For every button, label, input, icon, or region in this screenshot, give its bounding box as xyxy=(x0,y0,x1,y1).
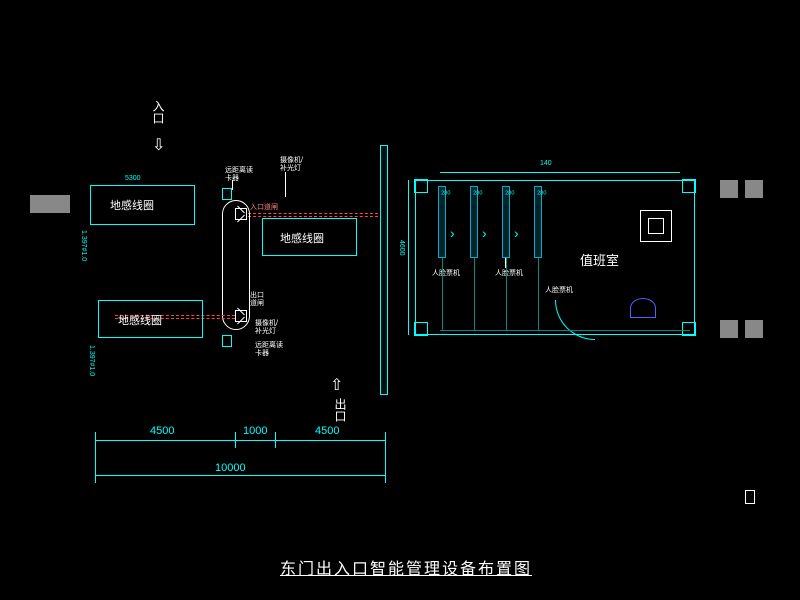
sensor-loop-2-label: 地感线圈 xyxy=(280,230,324,246)
device-reader-bot xyxy=(222,335,232,347)
dim-total: 10000 xyxy=(215,462,246,474)
block-right-top-2 xyxy=(745,180,763,198)
barrier-arm-top-2 xyxy=(248,216,378,217)
wall-divider xyxy=(380,145,388,395)
barrier-arm-top xyxy=(248,213,378,214)
block-right-bot-1 xyxy=(720,320,738,338)
room-label: 值班室 xyxy=(580,250,619,269)
dim-tick-1 xyxy=(95,432,96,448)
turnstile-1 xyxy=(438,186,446,258)
wire-v4 xyxy=(538,258,539,330)
wire-v2 xyxy=(474,258,475,330)
corner-bl xyxy=(414,322,428,336)
face-c-label: 人脸票机 xyxy=(545,285,573,295)
dim-coil-h2: 1.397#1.0 xyxy=(88,345,95,376)
in-barrier-label: 入口道闸 xyxy=(250,202,278,212)
dim-mid: 1000 xyxy=(243,425,267,437)
wire-v1 xyxy=(442,258,443,330)
entry-arrow-icon: ⇩ xyxy=(152,135,165,155)
chair-icon xyxy=(630,298,656,318)
dim-coil-w: 5300 xyxy=(125,175,141,182)
face-b-label: 人脸票机 xyxy=(495,268,523,278)
face-a-label: 人脸票机 xyxy=(432,268,460,278)
turn-arrow-3: › xyxy=(514,225,519,241)
sensor-loop-3-label: 地感线圈 xyxy=(118,312,162,328)
turnstile-2 xyxy=(470,186,478,258)
room-dim-h: 4600 xyxy=(398,240,405,256)
dim-s1: 280 xyxy=(441,191,450,197)
dim-tick-t1 xyxy=(95,448,96,483)
turn-arrow-2: › xyxy=(482,225,487,241)
room-dim-w-line xyxy=(440,172,680,173)
room-dim-w: 140 xyxy=(540,160,552,167)
out-barrier-label-2: 道闸 xyxy=(250,298,264,308)
wire-h xyxy=(440,330,690,331)
dim-s2: 280 xyxy=(473,191,482,197)
block-right-top-1 xyxy=(720,180,738,198)
reader-label-2b: 卡器 xyxy=(255,348,269,358)
turnstile-3 xyxy=(502,186,510,258)
dim-tick-2 xyxy=(235,432,236,448)
dim-right: 4500 xyxy=(315,425,339,437)
turnstile-4 xyxy=(534,186,542,258)
wire-v3 xyxy=(506,258,507,330)
dim-left: 4500 xyxy=(150,425,174,437)
block-left-1 xyxy=(30,195,70,213)
dim-tick-t2 xyxy=(385,448,386,483)
block-right-bot-2 xyxy=(745,320,763,338)
turn-arrow-1: › xyxy=(450,225,455,241)
camera-label-1b: 补光灯 xyxy=(280,163,301,173)
entry-label: 入口 xyxy=(150,100,167,124)
exit-arrow-icon: ⇧ xyxy=(330,375,343,395)
corner-tr xyxy=(682,179,696,193)
desk-inner xyxy=(648,218,664,234)
device-reader-top xyxy=(222,188,232,200)
corner-tl xyxy=(414,179,428,193)
leader-2 xyxy=(285,172,286,197)
drawing-title: 东门出入口智能管理设备布置图 xyxy=(280,555,532,579)
sensor-loop-1-label: 地感线圈 xyxy=(110,197,154,213)
dim-coil-h1: 1.397#1.0 xyxy=(80,230,87,261)
leader-1 xyxy=(232,180,233,190)
corner-br xyxy=(682,322,696,336)
dim-tick-3 xyxy=(275,432,276,448)
camera-label-2b: 补光灯 xyxy=(255,326,276,336)
room-dim-h-line xyxy=(408,180,409,335)
dim-line-1 xyxy=(95,440,385,441)
legend-box xyxy=(745,490,755,504)
dim-s3: 280 xyxy=(505,191,514,197)
exit-label: 出口 xyxy=(332,398,349,422)
dim-line-total xyxy=(95,475,385,476)
dim-tick-4 xyxy=(385,432,386,448)
dim-s4: 280 xyxy=(537,191,546,197)
